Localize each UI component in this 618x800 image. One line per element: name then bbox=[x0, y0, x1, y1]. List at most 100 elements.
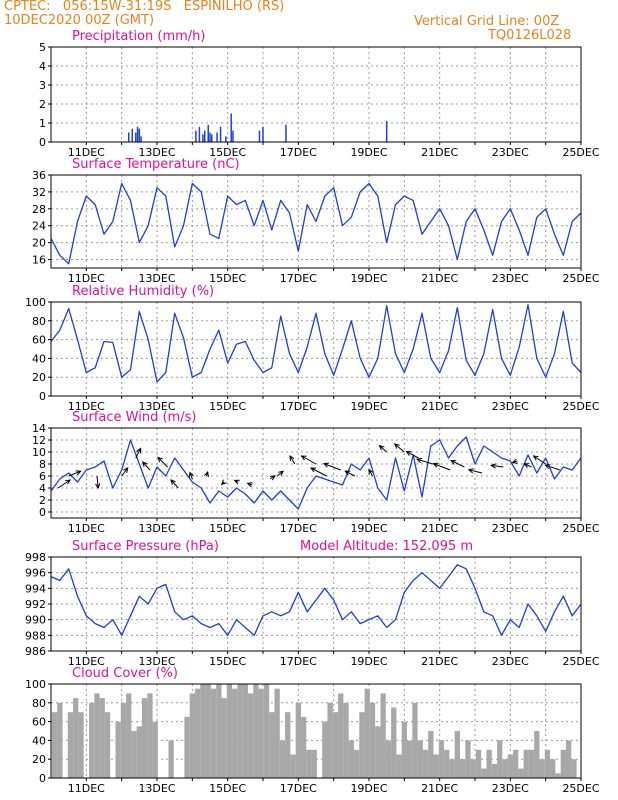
cloud-bar bbox=[523, 749, 529, 778]
temperature-xtick-label: 11DEC bbox=[68, 272, 105, 285]
humidity-series-line bbox=[50, 304, 582, 383]
cloud-bar bbox=[544, 749, 551, 778]
wind-arrow-shaft bbox=[157, 457, 168, 468]
humidity-ytick-label: 0 bbox=[39, 390, 46, 403]
pressure-subtitle: Model Altitude: 152.095 m bbox=[300, 539, 473, 554]
wind-xtick-label: 25DEC bbox=[562, 522, 599, 535]
cloud-bar bbox=[73, 698, 79, 778]
precipitation-bar bbox=[209, 132, 211, 142]
wind-arrow-head bbox=[450, 460, 457, 465]
pressure-xtick-label: 19DEC bbox=[350, 655, 387, 668]
cloud-bar bbox=[369, 702, 376, 778]
pressure-frame bbox=[50, 556, 582, 652]
wind-arrow-head bbox=[170, 479, 176, 485]
humidity-panel: 0 20 40 60 80 100 11DEC 13DEC 15DEC 17DEC 19DEC 21D… bbox=[25, 284, 600, 413]
cloud-bar bbox=[136, 726, 142, 778]
wind-arrow-shaft bbox=[468, 469, 483, 474]
cloud-bar bbox=[555, 773, 561, 778]
wind-arrow bbox=[523, 463, 532, 468]
wind-arrow-head bbox=[322, 462, 329, 468]
wind-arrow-head bbox=[75, 470, 82, 476]
cloud-bar bbox=[470, 759, 476, 778]
precipitation-bar bbox=[127, 132, 130, 142]
wind-arrow bbox=[405, 451, 419, 459]
cloud-bar bbox=[115, 721, 121, 778]
cloud-bar bbox=[497, 740, 503, 778]
cloud-bar bbox=[216, 684, 222, 778]
cloud-bar bbox=[406, 740, 413, 778]
wind-xtick-label: 23DEC bbox=[492, 522, 529, 535]
cloud-bar bbox=[263, 684, 270, 778]
wind-arrow-head bbox=[393, 443, 400, 449]
wind-arrow bbox=[157, 456, 168, 468]
pressure-xtick-label: 17DEC bbox=[280, 655, 317, 668]
wind-arrow-head bbox=[289, 455, 295, 462]
cloud-bar bbox=[120, 702, 127, 778]
wind-arrow-shaft bbox=[379, 445, 387, 453]
cloud-xtick-label: 21DEC bbox=[421, 782, 458, 795]
wind-arrow-head bbox=[432, 462, 439, 468]
wind-arrow bbox=[532, 455, 546, 465]
temperature-xtick-label: 15DEC bbox=[209, 272, 246, 285]
wind-arrow-shaft bbox=[276, 470, 284, 477]
wind-xtick-label: 13DEC bbox=[138, 522, 175, 535]
cloud-ytick-label: 40 bbox=[32, 734, 46, 747]
precipitation-bar bbox=[138, 128, 141, 142]
wind-arrow-head bbox=[344, 470, 351, 476]
wind-arrow bbox=[289, 455, 296, 465]
cloud-bar bbox=[385, 740, 392, 778]
cloud-bar bbox=[205, 684, 211, 778]
cloud-bar bbox=[348, 740, 354, 778]
cloud-bar bbox=[565, 740, 572, 778]
precipitation-bar bbox=[140, 136, 142, 142]
cloud-bar bbox=[343, 702, 349, 778]
humidity-ytick-label: 20 bbox=[32, 371, 46, 384]
wind-arrow-head bbox=[122, 467, 129, 474]
wind-arrow-shaft bbox=[68, 470, 81, 477]
cloud-ytick-label: 60 bbox=[32, 716, 46, 729]
precipitation-bar bbox=[207, 124, 209, 142]
cloud-ytick-label: 100 bbox=[25, 678, 46, 691]
wind-arrow-shaft bbox=[545, 464, 560, 471]
wind-arrow bbox=[368, 468, 374, 477]
cloud-xtick-label: 19DEC bbox=[350, 782, 387, 795]
wind-plot-area bbox=[51, 428, 581, 518]
cloud-bar bbox=[99, 698, 105, 778]
cloud-bar bbox=[189, 693, 195, 778]
cloud-bar bbox=[550, 759, 556, 778]
wind-arrow-head bbox=[203, 470, 209, 478]
wind-arrow bbox=[432, 462, 451, 471]
pressure-series-line bbox=[50, 564, 582, 636]
cloud-bar bbox=[507, 754, 513, 778]
precipitation-bar bbox=[202, 134, 204, 142]
humidity-title: Relative Humidity (%) bbox=[72, 284, 214, 299]
wind-arrow-head bbox=[523, 463, 530, 468]
precipitation-bar bbox=[225, 136, 227, 142]
cloud-bar bbox=[247, 693, 254, 778]
wind-arrow-shaft bbox=[450, 460, 465, 468]
precipitation-panel: 0 1 2 3 4 5 11DEC 13DEC 15DEC 17DEC 19DEC 21DEC 23DE… bbox=[39, 29, 600, 159]
pressure-ytick-label: 998 bbox=[25, 551, 46, 564]
temperature-panel: 16 20 24 28 32 36 11DEC 13DEC 15DEC 17DEC 19DEC 21D… bbox=[32, 157, 600, 285]
precipitation-ytick-label: 2 bbox=[39, 98, 46, 111]
precipitation-xtick-label: 17DEC bbox=[280, 146, 317, 159]
pressure-xtick-label: 23DEC bbox=[492, 655, 529, 668]
temperature-ytick-label: 24 bbox=[32, 220, 46, 233]
cloud-bar bbox=[391, 707, 397, 778]
cloud-bar bbox=[322, 721, 328, 778]
precipitation-ytick-label: 4 bbox=[39, 60, 46, 73]
wind-arrow-head bbox=[269, 475, 276, 481]
cloud-bar bbox=[338, 693, 344, 778]
precipitation-bar bbox=[136, 126, 139, 142]
wind-arrow-shaft bbox=[142, 461, 151, 471]
wind-arrow-head bbox=[378, 444, 385, 451]
humidity-xtick-label: 17DEC bbox=[280, 400, 317, 413]
temperature-ytick-label: 28 bbox=[32, 203, 46, 216]
pressure-xtick-label: 25DEC bbox=[562, 655, 599, 668]
precipitation-bar bbox=[219, 126, 222, 142]
precipitation-xtick-label: 21DEC bbox=[421, 146, 458, 159]
humidity-ytick-label: 40 bbox=[32, 352, 46, 365]
cloud-bar bbox=[512, 749, 519, 778]
wind-arrow-head bbox=[405, 451, 412, 456]
wind-arrow bbox=[135, 447, 142, 459]
